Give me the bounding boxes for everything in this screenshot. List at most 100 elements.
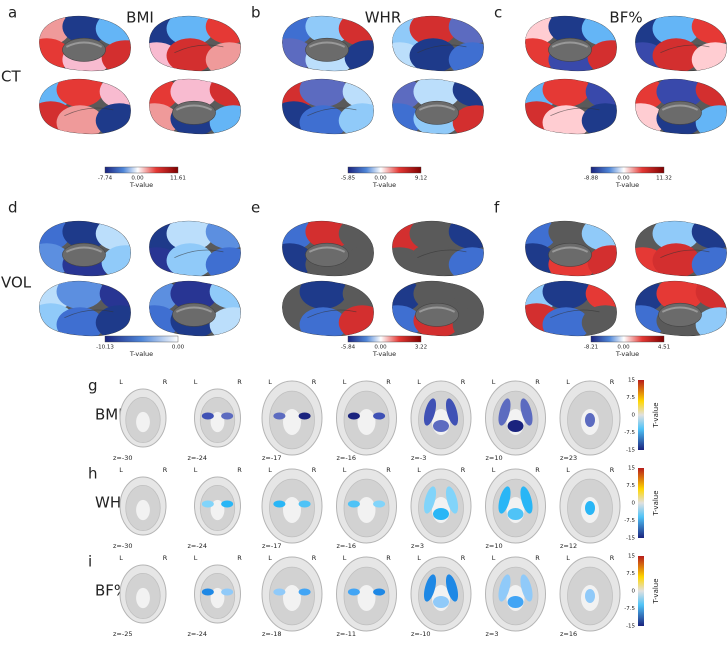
colorbar-min: -8.21 <box>584 345 598 351</box>
region-patch <box>205 221 241 250</box>
region-patch <box>166 38 214 71</box>
region-patch <box>209 307 241 336</box>
region-patch <box>149 281 179 314</box>
hemisphere-label: R <box>610 466 615 474</box>
region-patch <box>282 221 314 252</box>
corpus-callosum <box>65 41 103 48</box>
colorbar-mid: 0.00 <box>374 345 387 351</box>
colorbar-tick: -15 <box>626 624 635 630</box>
corpus-callosum <box>418 104 456 111</box>
hemisphere-label: R <box>312 554 317 562</box>
roi-blob <box>445 486 459 514</box>
roi-blob <box>585 589 595 603</box>
hemisphere-label: R <box>386 466 391 474</box>
hemisphere-label: R <box>610 378 615 386</box>
region-patch <box>209 105 241 134</box>
slice-z-label: z=3 <box>486 630 499 638</box>
slice-z-label: z=-10 <box>411 630 430 638</box>
hemisphere-label: R <box>535 378 540 386</box>
region-patch <box>409 16 457 46</box>
roi-blob <box>445 398 459 426</box>
colorbar-label: T-value <box>372 181 396 189</box>
region-patch <box>525 16 557 46</box>
colorbar <box>590 166 665 174</box>
brain-surface <box>282 220 374 277</box>
colorbar-min: -10.13 <box>96 345 114 351</box>
slice-core <box>136 499 150 521</box>
region-patch <box>581 305 617 336</box>
panel-letter: e <box>251 199 260 217</box>
brain-surface <box>635 78 727 135</box>
slice-core <box>283 585 301 611</box>
region-patch <box>344 40 374 71</box>
colorbar-tick: 15 <box>628 378 635 384</box>
region-patch <box>409 221 457 252</box>
corpus-callosum <box>175 104 213 111</box>
hemisphere-label: R <box>237 466 242 474</box>
region-patch <box>413 79 461 109</box>
panel-title: WHR <box>365 9 402 27</box>
colorbar-tick: -7.5 <box>624 518 635 524</box>
colorbar-label: T-value <box>615 350 639 358</box>
roi-blob <box>520 574 533 602</box>
region-patch <box>542 281 590 310</box>
region-patch <box>209 79 241 107</box>
hemisphere-label: L <box>119 378 123 386</box>
axial-slice <box>261 556 323 632</box>
hemisphere-label: L <box>566 466 570 474</box>
axial-slice <box>119 388 167 448</box>
colorbar-label: T-value <box>372 350 396 358</box>
slice-core <box>210 499 225 521</box>
brain-surface <box>392 220 484 277</box>
corpus-callosum <box>308 246 346 253</box>
slice-core <box>283 497 301 523</box>
panel-title: BF% <box>609 9 642 27</box>
slice-z-label: z=-11 <box>337 630 356 638</box>
region-patch <box>205 247 241 276</box>
hemisphere-label: R <box>535 554 540 562</box>
sulcus <box>417 44 467 54</box>
colorbar <box>590 335 665 343</box>
region-patch <box>695 307 727 336</box>
colorbar-tick: 0 <box>632 501 636 507</box>
sulcus <box>174 44 224 54</box>
slice-z-label: z=23 <box>560 454 577 462</box>
slice-z-label: z=-24 <box>188 454 207 462</box>
colorbar-label: T-value <box>129 350 153 358</box>
roi-blob <box>373 412 386 420</box>
roi-blob <box>298 588 311 596</box>
hemisphere-label: R <box>163 378 168 386</box>
roi-blob <box>221 412 234 420</box>
roi-blob <box>347 500 360 508</box>
region-patch <box>282 16 314 46</box>
sulcus <box>417 249 467 259</box>
slice-core <box>210 587 225 609</box>
roi-blob <box>433 508 449 520</box>
hemisphere-label: R <box>461 554 466 562</box>
region-patch <box>166 243 214 276</box>
roi-blob <box>373 588 386 596</box>
slice-core <box>136 587 150 609</box>
row-label: BMI <box>95 406 123 424</box>
hemisphere-label: R <box>461 466 466 474</box>
colorbar-mid: 0.00 <box>617 176 630 182</box>
region-patch <box>95 103 131 134</box>
brain-patches <box>525 281 617 336</box>
region-patch <box>39 16 71 46</box>
hemisphere-label: R <box>237 554 242 562</box>
row-letter: h <box>88 465 98 483</box>
axial-slice <box>410 380 472 456</box>
region-patch <box>149 79 179 111</box>
axial-slice <box>485 556 546 632</box>
colorbar-mid: 0.00 <box>374 176 387 182</box>
region-patch <box>525 243 557 276</box>
axial-slice <box>485 468 546 544</box>
region-patch <box>170 281 218 312</box>
corpus-callosum <box>551 246 589 253</box>
colorbar <box>104 335 179 343</box>
hemisphere-label: L <box>194 466 198 474</box>
roi-blob <box>201 412 214 420</box>
region-patch <box>652 243 700 276</box>
brain-patches <box>39 281 131 336</box>
brain-surface <box>149 220 241 277</box>
